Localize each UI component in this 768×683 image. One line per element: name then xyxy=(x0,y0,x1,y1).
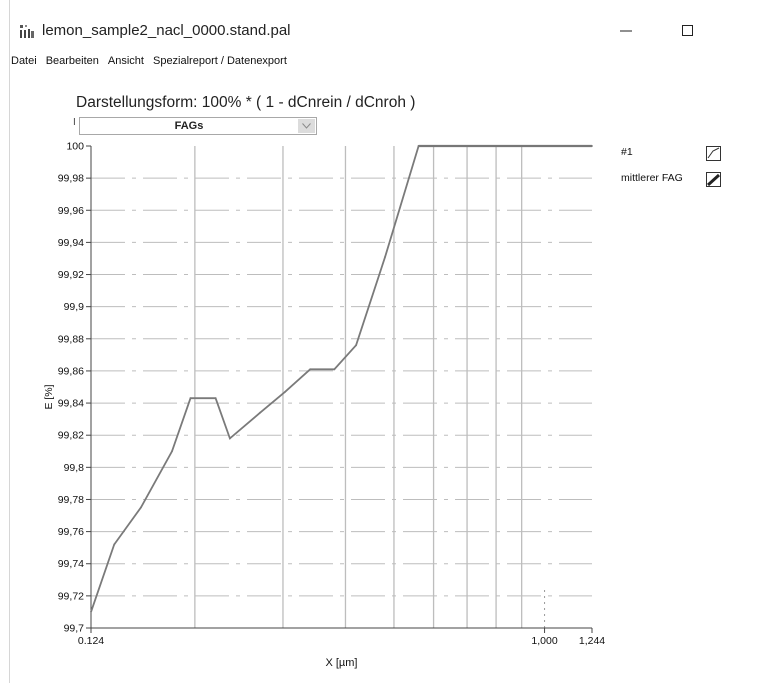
window-title: lemon_sample2_nacl_0000.stand.pal xyxy=(42,22,291,39)
y-tick-label: 100 xyxy=(66,141,84,153)
y-tick-label: 99,98 xyxy=(58,173,84,185)
legend-label-1: #1 xyxy=(621,146,633,158)
minimize-button[interactable] xyxy=(606,18,646,44)
series-point[interactable] xyxy=(113,543,116,546)
series-point[interactable] xyxy=(466,145,468,147)
series-point[interactable] xyxy=(284,390,287,393)
menu-bar: Datei Bearbeiten Ansicht Spezialreport /… xyxy=(10,54,295,72)
series-dropdown[interactable]: FAGs xyxy=(79,117,317,135)
maximize-icon xyxy=(682,25,693,36)
legend-label-2: mittlerer FAG xyxy=(621,172,683,184)
dropdown-arrow-icon[interactable] xyxy=(298,119,315,133)
series-point[interactable] xyxy=(355,344,357,347)
y-tick-label: 99,92 xyxy=(58,269,84,281)
x-tick-label: 1,000 xyxy=(531,635,557,647)
series-point[interactable] xyxy=(139,506,142,509)
y-tick-label: 99,86 xyxy=(58,365,84,377)
x-tick-label: 1,244 xyxy=(579,635,605,647)
menu-datei[interactable]: Datei xyxy=(11,55,37,67)
series-point[interactable] xyxy=(309,368,312,371)
y-tick-label: 99,96 xyxy=(58,205,84,217)
y-tick-label: 99,82 xyxy=(58,430,84,442)
y-tick-label: 99,78 xyxy=(58,494,84,506)
menu-bearbeiten[interactable]: Bearbeiten xyxy=(45,55,99,67)
menu-spezialreport[interactable]: Spezialreport / Datenexport xyxy=(152,55,287,67)
thick-line-swatch-icon xyxy=(706,173,721,187)
series-point[interactable] xyxy=(90,611,92,613)
series-point[interactable] xyxy=(417,145,420,147)
x-axis-label: X [µm] xyxy=(325,657,357,669)
plot-title: Darstellungsform: 100% * ( 1 - dCnrein /… xyxy=(76,94,416,111)
y-tick-label: 99,94 xyxy=(58,237,84,249)
series-point[interactable] xyxy=(189,397,192,400)
line-swatch-icon xyxy=(707,147,720,159)
window-left-border xyxy=(9,0,10,683)
dropdown-value: FAGs xyxy=(174,120,204,132)
legend-swatch-1[interactable] xyxy=(706,146,721,161)
y-tick-label: 99,9 xyxy=(64,301,85,313)
dropdown-label-fragment: I xyxy=(73,117,76,128)
minimize-icon xyxy=(620,30,632,32)
x-tick-label: 0.124 xyxy=(78,635,104,647)
y-axis-label: E [%] xyxy=(43,384,55,409)
maximize-button[interactable] xyxy=(668,18,708,44)
series-line-mittlerer-fag[interactable] xyxy=(90,145,592,613)
series-point[interactable] xyxy=(259,411,261,414)
series-point[interactable] xyxy=(214,397,217,400)
menu-ansicht[interactable]: Ansicht xyxy=(107,55,144,67)
legend-swatch-2[interactable] xyxy=(706,172,721,187)
title-bar[interactable]: lemon_sample2_nacl_0000.stand.pal xyxy=(0,0,768,46)
series-point[interactable] xyxy=(591,145,593,147)
series-point[interactable] xyxy=(333,368,336,371)
series-point[interactable] xyxy=(384,255,386,258)
y-tick-label: 99,84 xyxy=(58,398,84,410)
series-point[interactable] xyxy=(171,450,173,453)
y-tick-label: 99,76 xyxy=(58,526,84,538)
y-tick-label: 99,88 xyxy=(58,333,84,345)
y-tick-label: 99,74 xyxy=(58,558,84,570)
series-point[interactable] xyxy=(229,437,231,440)
y-tick-label: 99,8 xyxy=(64,462,85,474)
y-tick-label: 99,72 xyxy=(58,590,84,602)
y-tick-label: 99,7 xyxy=(64,623,85,635)
app-logo-icon xyxy=(19,24,35,40)
